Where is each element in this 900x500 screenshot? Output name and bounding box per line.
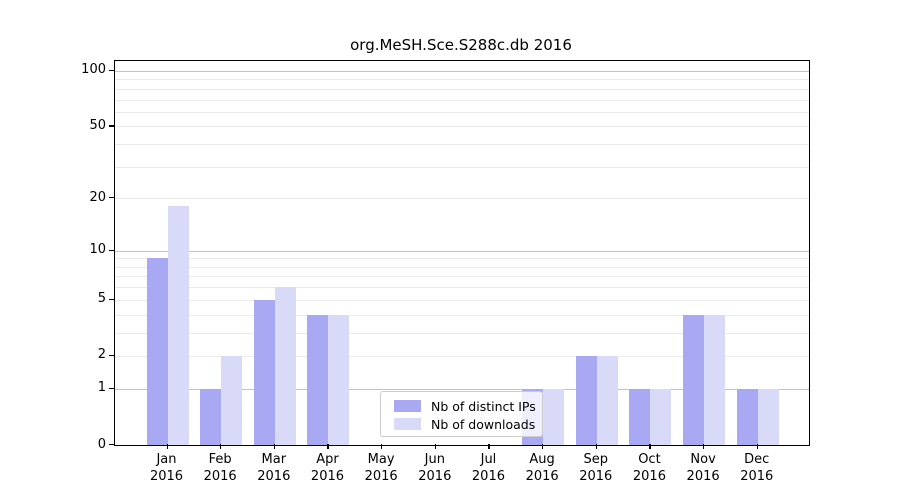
grid-line-minor [115,111,809,113]
x-tick-label: Oct 2016 [632,452,666,484]
x-tick-label: Jul 2016 [471,452,505,484]
bar-downloads [167,206,189,445]
grid-line-minor [115,144,809,146]
grid-line-minor [115,355,809,357]
x-tick-mark [434,444,436,449]
bar-downloads [704,314,726,445]
x-tick-mark [488,444,490,449]
plot-area [114,60,810,446]
bar-distinct-ips [307,314,329,445]
x-tick-label: Feb 2016 [203,452,237,484]
x-tick-mark [273,444,275,449]
x-tick-mark [756,444,758,449]
grid-line-minor [115,314,809,316]
x-tick-mark [381,444,383,449]
y-tick-mark [109,69,114,72]
bar-distinct-ips [200,388,222,445]
x-tick-label: Dec 2016 [740,452,774,484]
bar-distinct-ips [629,388,651,445]
legend-label-downloads: Nb of downloads [431,416,536,432]
grid-line-minor [115,299,809,301]
legend-swatch-distinct-ips [394,400,421,412]
legend-label-distinct-ips: Nb of distinct IPs [431,398,536,414]
y-tick-label: 50 [89,117,106,133]
x-tick-mark [703,444,705,449]
y-tick-mark [109,125,114,127]
chart-title: org.MeSH.Sce.S288c.db 2016 [350,36,572,54]
bar-downloads [757,388,779,445]
legend-entry-distinct-ips: Nb of distinct IPs [394,397,542,415]
y-tick-mark [109,249,114,251]
grid-line-major [115,250,809,252]
bar-distinct-ips [683,314,705,445]
y-tick-label: 20 [89,189,106,205]
grid-line-minor [115,258,809,260]
y-tick-label: 10 [89,242,106,258]
grid-line-minor [115,166,809,168]
grid-line-minor [115,99,809,101]
x-tick-mark [649,444,651,449]
y-tick-mark [109,354,114,357]
y-tick-label: 100 [81,62,106,78]
grid-line-minor [115,266,809,268]
grid-line-minor [115,88,809,90]
x-tick-mark [220,444,222,449]
x-tick-label: Sep 2016 [579,452,613,484]
bar-distinct-ips [575,355,597,445]
bar-downloads [221,355,243,445]
grid-line-minor [115,287,809,289]
bar-downloads [274,287,296,445]
grid-line-minor [115,332,809,334]
y-tick-label: 1 [97,380,106,396]
y-tick-label: 2 [97,347,106,363]
y-tick-label: 5 [97,291,106,307]
y-tick-mark [109,298,114,300]
bar-downloads [328,314,350,445]
x-tick-mark [595,444,597,449]
x-tick-mark [542,444,544,449]
x-tick-mark [327,444,329,449]
x-tick-label: Aug 2016 [525,452,559,484]
y-tick-mark [109,197,114,199]
bar-downloads [596,355,618,445]
x-tick-mark [166,444,168,449]
bar-downloads [543,388,565,445]
y-tick-mark [109,387,114,389]
y-tick-label: 0 [97,436,106,452]
x-tick-label: Mar 2016 [257,452,291,484]
grid-line-minor [115,276,809,278]
grid-line-minor [115,79,809,81]
legend-entry-downloads: Nb of downloads [394,415,542,433]
x-tick-label: May 2016 [364,452,398,484]
bar-distinct-ips [736,388,758,445]
legend-swatch-downloads [394,418,421,430]
grid-line-major [115,388,809,390]
chart-legend: Nb of distinct IPs Nb of downloads [380,391,543,437]
bar-downloads [650,388,672,445]
bar-distinct-ips [146,258,168,445]
x-tick-label: Apr 2016 [310,452,345,484]
x-tick-label: Jan 2016 [149,452,184,484]
grid-line-minor [115,198,809,200]
y-tick-mark [109,444,114,446]
x-tick-label: Nov 2016 [686,452,720,484]
grid-line-major [115,70,809,72]
grid-line-minor [115,126,809,128]
x-tick-label: Jun 2016 [418,452,452,484]
bar-distinct-ips [253,299,275,445]
